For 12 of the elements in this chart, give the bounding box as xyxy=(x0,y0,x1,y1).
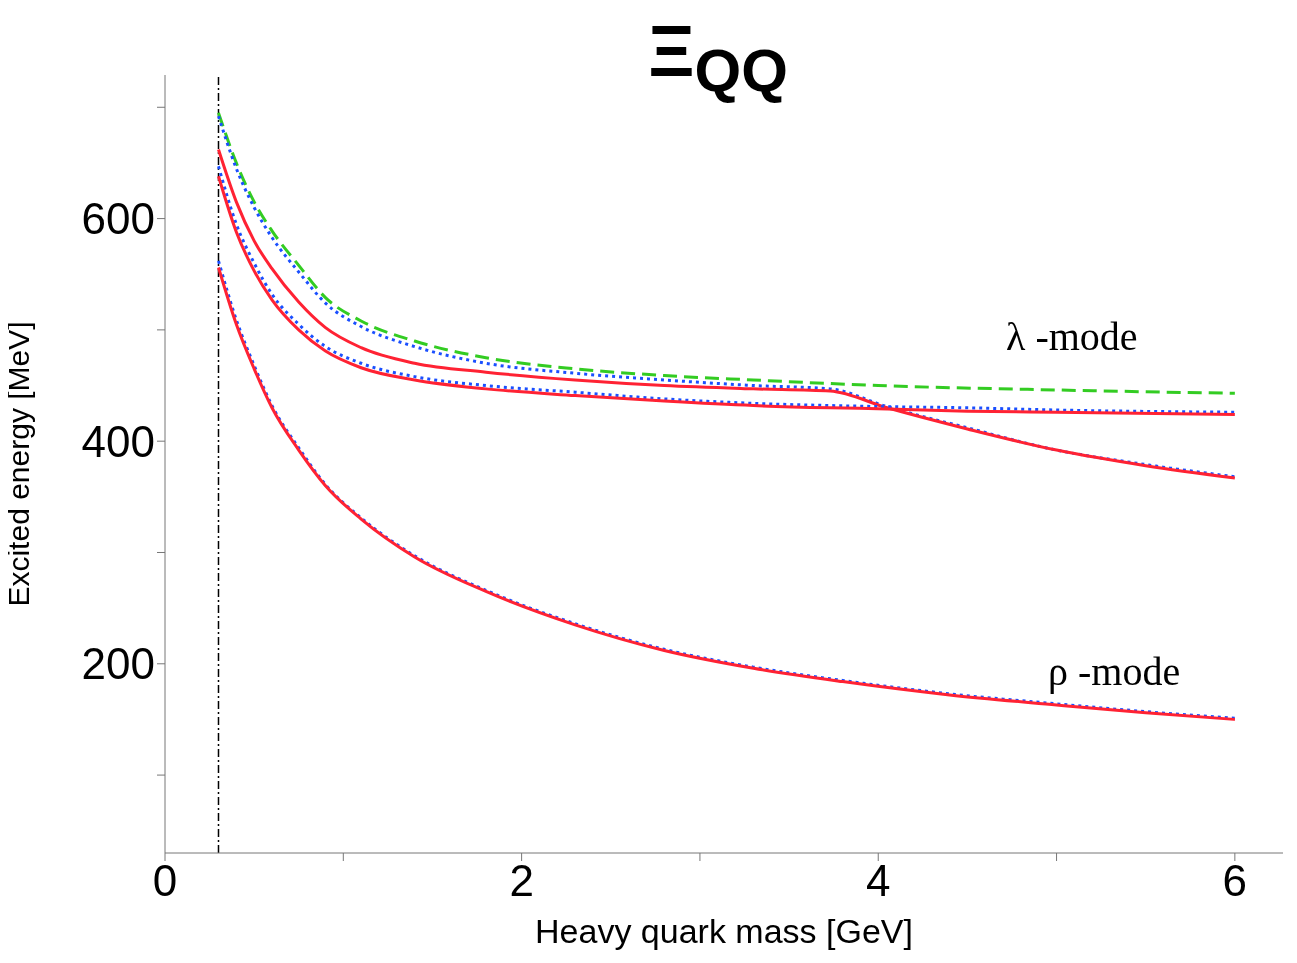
x-tick-label: 6 xyxy=(1222,856,1248,906)
x-tick-label: 2 xyxy=(509,856,534,906)
chart-title: Ξ$_{QQ}$ xyxy=(647,10,789,107)
y-tick-label: 400 xyxy=(81,416,155,466)
x-tick-label: 0 xyxy=(152,856,178,906)
x-tick-label: 4 xyxy=(866,856,891,906)
y-tick-label: 200 xyxy=(81,639,155,689)
line-series xyxy=(216,111,1237,395)
x-axis-title: Heavy quark mass [GeV] xyxy=(535,912,913,950)
annotation: ρ -mode xyxy=(1048,648,1181,695)
y-tick-label: 600 xyxy=(81,194,155,244)
annotation: λ -mode xyxy=(1006,313,1138,360)
